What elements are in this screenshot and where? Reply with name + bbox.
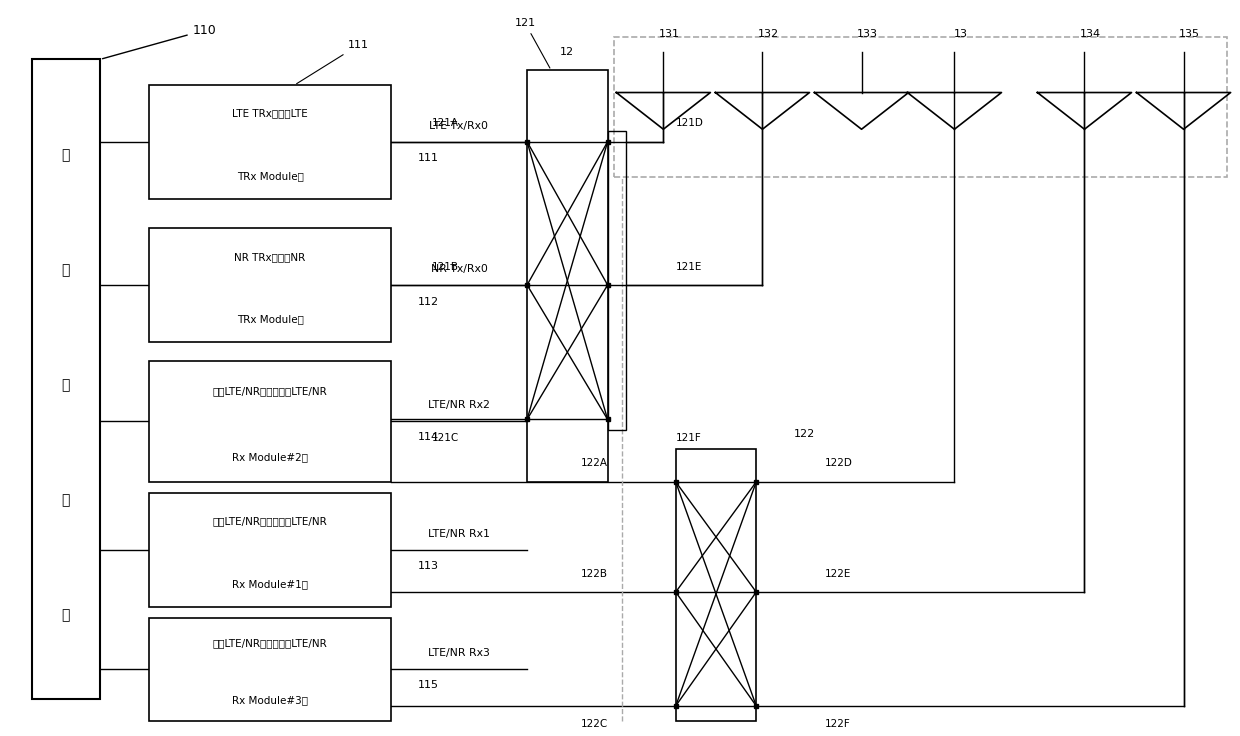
Bar: [149, 228, 391, 342]
Text: 121D: 121D: [676, 118, 703, 128]
Text: 121B: 121B: [432, 261, 459, 272]
Text: 第一LTE/NR接收模组（LTE/NR: 第一LTE/NR接收模组（LTE/NR: [213, 517, 327, 526]
Text: 121F: 121F: [676, 433, 702, 443]
Text: 第三LTE/NR接收模组（LTE/NR: 第三LTE/NR接收模组（LTE/NR: [213, 638, 327, 648]
Text: 121E: 121E: [676, 261, 702, 272]
Bar: [149, 361, 391, 482]
Text: LTE/NR Rx3: LTE/NR Rx3: [428, 648, 490, 658]
Text: 发: 发: [62, 493, 69, 507]
Text: 122B: 122B: [580, 569, 608, 578]
Bar: [676, 449, 756, 721]
Text: 121: 121: [515, 18, 549, 68]
Text: 收: 收: [62, 378, 69, 392]
Text: Rx Module#2）: Rx Module#2）: [232, 453, 308, 463]
Text: Rx Module#1）: Rx Module#1）: [232, 579, 308, 589]
Bar: [32, 60, 99, 698]
Text: NR TRx模组（NR: NR TRx模组（NR: [234, 252, 306, 262]
Text: 132: 132: [758, 29, 779, 39]
Text: 12: 12: [560, 47, 574, 57]
Bar: [614, 38, 1226, 177]
Bar: [527, 71, 608, 482]
Text: NR Tx/Rx0: NR Tx/Rx0: [430, 264, 487, 275]
Text: LTE/NR Rx2: LTE/NR Rx2: [428, 400, 490, 410]
Text: 射: 射: [62, 149, 69, 163]
Text: 111: 111: [296, 40, 368, 84]
Bar: [149, 493, 391, 606]
Bar: [149, 618, 391, 721]
Text: TRx Module）: TRx Module）: [237, 171, 304, 181]
Text: 13: 13: [954, 29, 967, 39]
Text: 第二LTE/NR接收模组（LTE/NR: 第二LTE/NR接收模组（LTE/NR: [213, 386, 327, 396]
Text: 器: 器: [62, 609, 69, 623]
Text: 122E: 122E: [825, 569, 851, 578]
Text: LTE TRx模组（LTE: LTE TRx模组（LTE: [232, 109, 308, 118]
Text: 134: 134: [1080, 29, 1101, 39]
Text: 135: 135: [1179, 29, 1200, 39]
Text: 131: 131: [658, 29, 680, 39]
Text: 114: 114: [418, 433, 439, 442]
Text: Rx Module#3）: Rx Module#3）: [232, 695, 308, 705]
Text: 115: 115: [418, 680, 439, 690]
Text: 122C: 122C: [580, 719, 608, 729]
Bar: [608, 131, 626, 431]
Text: LTE/NR Rx1: LTE/NR Rx1: [428, 528, 490, 539]
Text: TRx Module）: TRx Module）: [237, 314, 304, 325]
Text: 122F: 122F: [825, 719, 851, 729]
Text: 133: 133: [857, 29, 878, 39]
Text: 121C: 121C: [432, 433, 459, 443]
Text: 111: 111: [418, 153, 439, 163]
Text: 122A: 122A: [580, 459, 608, 469]
Text: 122: 122: [794, 429, 815, 439]
Text: 110: 110: [103, 24, 217, 59]
Text: 113: 113: [418, 561, 439, 571]
Text: 112: 112: [418, 297, 439, 306]
Text: 122D: 122D: [825, 459, 852, 469]
Text: 121A: 121A: [432, 118, 459, 128]
Bar: [149, 85, 391, 199]
Text: LTE Tx/Rx0: LTE Tx/Rx0: [429, 121, 489, 131]
Text: 频: 频: [62, 263, 69, 277]
